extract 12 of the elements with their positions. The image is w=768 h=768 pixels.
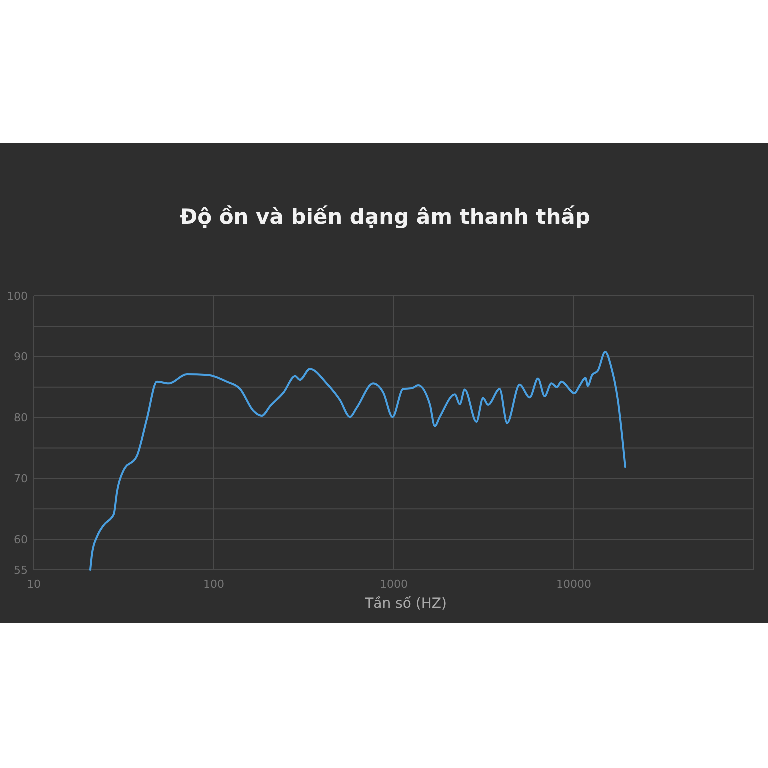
y-tick-label: 55 — [14, 564, 28, 577]
y-tick-label: 70 — [14, 472, 28, 486]
x-axis-title: Tần số (HZ) — [364, 596, 447, 612]
y-tick-label: 100 — [7, 290, 28, 303]
y-tick-label: 90 — [14, 350, 28, 364]
x-tick-label: 10 — [27, 578, 41, 591]
x-tick-label: 1000 — [380, 578, 408, 591]
chart-title: Độ ồn và biến dạng âm thanh thấp — [180, 205, 590, 229]
x-tick-label: 10000 — [556, 578, 592, 591]
y-tick-label: 60 — [14, 533, 28, 546]
y-tick-label: 80 — [14, 412, 28, 425]
x-tick-label: 100 — [204, 578, 224, 591]
